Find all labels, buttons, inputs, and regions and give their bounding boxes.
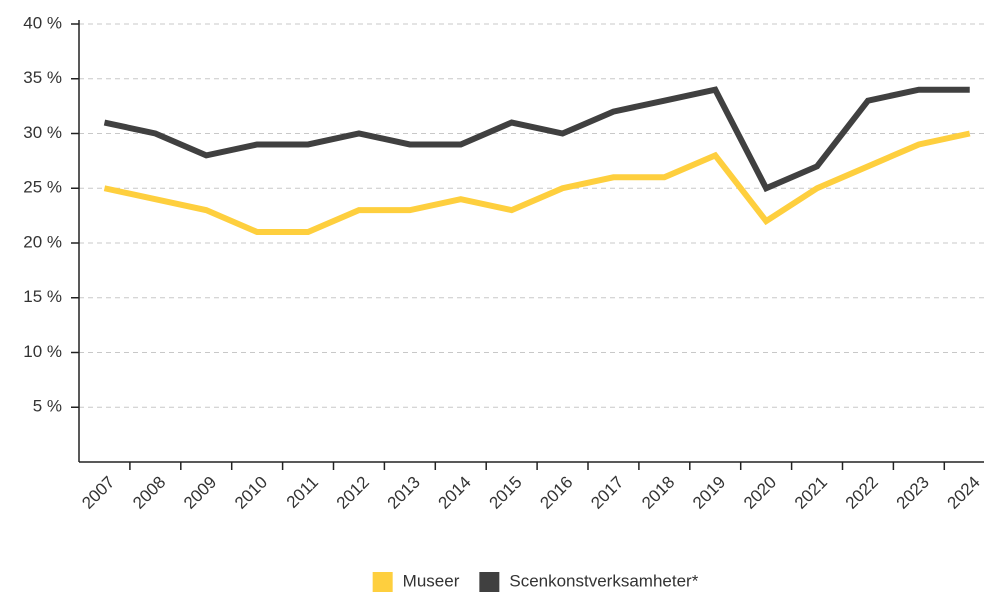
x-tick-label: 2010 — [231, 473, 271, 513]
x-tick-label: 2008 — [129, 473, 169, 513]
x-tick-label: 2012 — [333, 473, 373, 513]
x-tick-label: 2014 — [435, 473, 475, 513]
x-tick-label: 2011 — [283, 473, 322, 512]
x-tick-label: 2018 — [638, 473, 678, 513]
y-tick-label: 15 % — [23, 287, 62, 306]
x-tick-label: 2021 — [791, 473, 831, 513]
x-tick-label: 2017 — [587, 473, 627, 513]
y-tick-label: 35 % — [23, 68, 62, 87]
legend: Museer Scenkonstverksamheter* — [372, 571, 699, 592]
x-tick-label: 2007 — [78, 473, 118, 513]
x-tick-label: 2023 — [893, 473, 933, 513]
legend-swatch — [479, 572, 500, 592]
y-tick-label: 40 % — [23, 13, 62, 32]
y-tick-label: 10 % — [23, 342, 62, 361]
x-tick-label: 2022 — [842, 473, 882, 513]
legend-label: Museer — [403, 571, 460, 590]
y-tick-label: 5 % — [33, 397, 62, 416]
x-tick-label: 2013 — [384, 473, 424, 513]
x-tick-label: 2009 — [180, 473, 220, 513]
legend-swatch — [372, 572, 393, 592]
x-tick-label: 2020 — [740, 473, 780, 513]
legend-label: Scenkonstverksamheter* — [509, 571, 698, 590]
x-tick-label: 2016 — [536, 473, 576, 513]
y-tick-label: 20 % — [23, 232, 62, 251]
series-line — [103, 86, 970, 193]
series-line — [103, 130, 971, 236]
y-tick-label: 25 % — [23, 178, 62, 197]
x-tick-label: 2024 — [944, 473, 984, 513]
x-tick-label: 2015 — [485, 473, 525, 513]
y-tick-label: 30 % — [23, 123, 62, 142]
x-tick-label: 2019 — [689, 473, 729, 513]
